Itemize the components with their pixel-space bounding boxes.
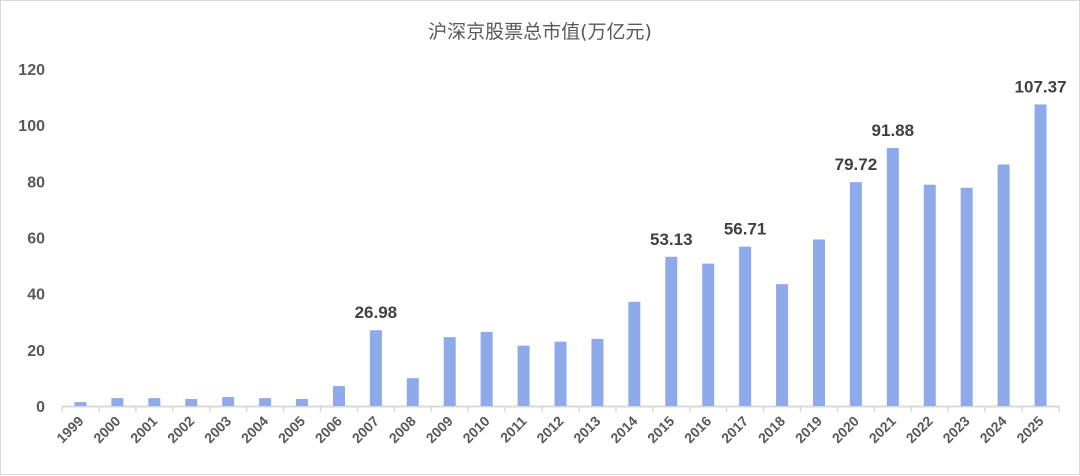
data-label: 79.72	[835, 155, 878, 174]
bar-2002	[185, 398, 198, 406]
x-tick-label: 2012	[533, 413, 566, 446]
x-tick-label: 2016	[681, 413, 714, 446]
bar-2013	[591, 338, 604, 406]
x-tick-label: 2006	[312, 413, 345, 446]
bar-2017	[739, 246, 752, 406]
bar-2009	[443, 337, 456, 406]
bar-2022	[923, 184, 936, 406]
bar-2008	[406, 378, 419, 406]
x-tick-label: 2019	[792, 413, 825, 446]
data-label: 107.37	[1015, 77, 1067, 96]
x-tick-label: 2022	[903, 413, 936, 446]
y-tick-label: 20	[27, 343, 45, 360]
y-tick-label: 100	[18, 118, 45, 135]
x-tick-label: 2024	[976, 413, 1009, 446]
x-tick-label: 2017	[718, 413, 751, 446]
bar-2025	[1034, 104, 1047, 407]
bar-2018	[776, 284, 789, 406]
bar-2015	[665, 256, 678, 406]
bar-2000	[111, 398, 124, 406]
chart-title: 沪深京股票总市值(万亿元)	[428, 21, 652, 43]
data-label: 91.88	[872, 121, 915, 140]
x-tick-label: 2000	[90, 413, 123, 446]
data-label: 26.98	[355, 303, 398, 322]
x-tick-label: 2010	[459, 413, 492, 446]
x-tick-label: 2015	[644, 413, 677, 446]
bar-2005	[296, 398, 309, 406]
y-tick-label: 40	[27, 287, 45, 304]
bar-2003	[222, 397, 235, 406]
bar-2014	[628, 301, 641, 406]
bar-2010	[480, 331, 493, 406]
x-tick-label: 2004	[238, 413, 271, 446]
x-tick-label: 2001	[127, 413, 160, 446]
bar-2001	[148, 398, 161, 406]
bar-2004	[259, 398, 272, 406]
bar-2007	[369, 330, 382, 406]
data-label: 53.13	[650, 230, 693, 249]
bar-2021	[886, 147, 899, 406]
x-tick-label: 2007	[349, 413, 382, 446]
y-tick-label: 60	[27, 231, 45, 248]
x-tick-label: 2009	[422, 413, 455, 446]
x-tick-label: 2013	[570, 413, 603, 446]
bar-2020	[849, 182, 862, 406]
x-tick-label: 2008	[386, 413, 419, 446]
bar-2012	[554, 341, 567, 406]
y-tick-label: 120	[18, 62, 45, 79]
y-tick-label: 80	[27, 174, 45, 191]
y-tick-label: 0	[36, 399, 45, 416]
x-tick-label: 2020	[829, 413, 862, 446]
x-tick-label: 2023	[939, 413, 972, 446]
x-tick-label: 2025	[1013, 413, 1046, 446]
bar-2011	[517, 345, 530, 406]
x-tick-label: 2018	[755, 413, 788, 446]
bar-1999	[74, 402, 87, 406]
bar-2024	[997, 164, 1010, 406]
x-tick-label: 2014	[607, 413, 640, 446]
bar-2023	[960, 187, 973, 406]
x-tick-label: 2021	[866, 413, 899, 446]
x-tick-label: 2002	[164, 413, 197, 446]
x-tick-label: 1999	[53, 413, 86, 446]
bar-2016	[702, 263, 715, 406]
x-tick-label: 2011	[497, 413, 530, 446]
data-label: 56.71	[724, 220, 767, 239]
x-tick-label: 2003	[201, 413, 234, 446]
bar-2019	[812, 239, 825, 406]
bar-2006	[332, 386, 345, 406]
x-tick-label: 2005	[275, 413, 308, 446]
